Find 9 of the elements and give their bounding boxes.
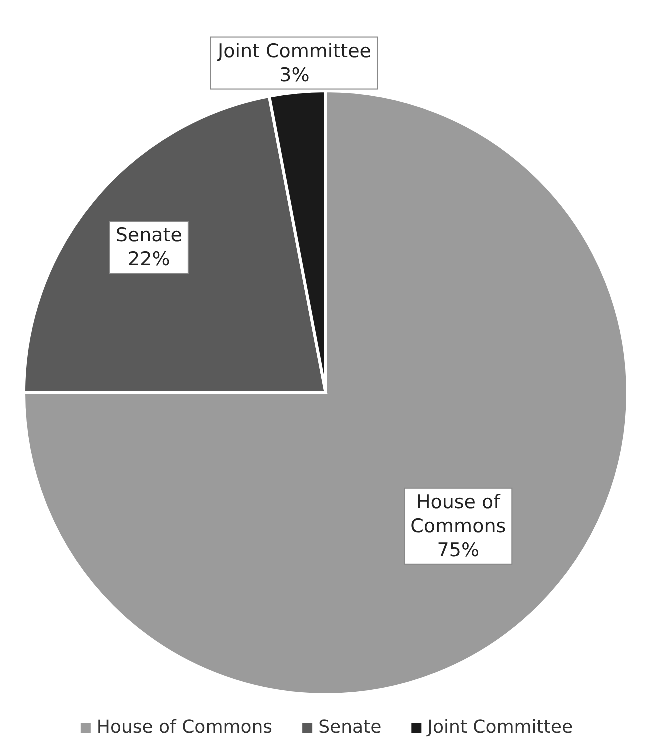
legend-label: Senate: [318, 717, 382, 738]
data-label: 75%: [437, 539, 480, 562]
slice-label: Senate: [116, 224, 182, 247]
data-label: 3%: [280, 64, 310, 86]
legend-label: House of Commons: [96, 717, 273, 738]
data-label: 22%: [128, 248, 170, 271]
slice-label: Joint Committee: [216, 40, 372, 62]
legend-label: Joint Committee: [426, 717, 574, 738]
slice-label: House of Commons: [410, 491, 506, 538]
